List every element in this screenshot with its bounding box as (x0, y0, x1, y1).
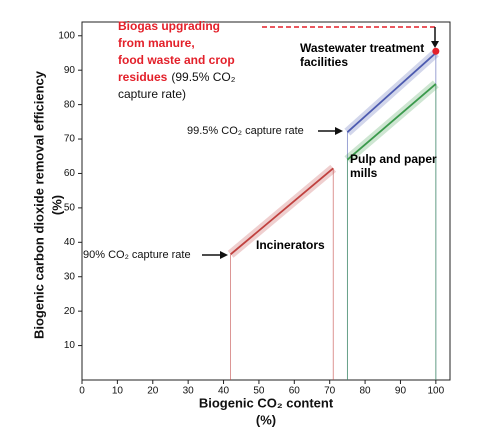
annotation: Biogas upgrading (118, 19, 220, 33)
annotation: capture rate) (118, 87, 186, 101)
annotation: from manure, (118, 36, 195, 50)
y-tick-label: 70 (64, 134, 76, 145)
x-tick-label: 70 (324, 386, 336, 397)
x-tick-label: 30 (183, 386, 195, 397)
annotation: (99.5% CO₂ (171, 70, 235, 84)
x-axis-label: (%) (256, 412, 276, 427)
arrow-head (220, 251, 228, 259)
y-tick-label: 80 (64, 99, 76, 110)
point (432, 47, 440, 55)
arrow-head (431, 41, 439, 48)
y-tick-label: 40 (64, 237, 76, 248)
series-label: Incinerators (256, 238, 325, 252)
y-tick-label: 60 (64, 168, 76, 179)
series-line (230, 167, 334, 256)
series-label: Wastewater treatment facilities (300, 41, 425, 69)
series-line (346, 52, 437, 133)
x-tick-label: 90 (395, 386, 407, 397)
annotation: residues (118, 70, 168, 84)
x-tick-label: 40 (218, 386, 230, 397)
y-tick-label: 20 (64, 306, 76, 317)
x-tick-label: 80 (360, 386, 372, 397)
x-tick-label: 20 (147, 386, 159, 397)
y-axis-label: (%) (49, 195, 64, 215)
x-tick-label: 10 (112, 386, 124, 397)
annotation-line: residues (99.5% CO₂ (118, 70, 236, 84)
x-tick-label: 100 (428, 386, 445, 397)
biogas-annotation: Biogas upgrading from manure, food waste… (118, 19, 236, 101)
annotation: 90% CO₂ capture rate (83, 249, 191, 261)
x-tick-label: 50 (253, 386, 265, 397)
x-tick-label: 0 (79, 386, 85, 397)
annotation: food waste and crop (118, 53, 235, 67)
arrow-head (335, 127, 343, 135)
y-tick-label: 100 (58, 30, 75, 41)
y-tick-label: 30 (64, 271, 76, 282)
y-tick-label: 10 (64, 340, 76, 351)
y-axis-label: Biogenic carbon dioxide removal efficien… (31, 70, 46, 339)
series-label: Pulp and paper mills (350, 152, 437, 180)
series-line (346, 83, 437, 161)
annotation: 99.5% CO₂ capture rate (187, 125, 304, 137)
plot-frame (81, 21, 451, 381)
y-tick-label: 90 (64, 65, 76, 76)
x-axis-label: Biogenic CO₂ content (199, 395, 334, 410)
y-tick-label: 50 (64, 203, 76, 214)
x-tick-label: 60 (289, 386, 301, 397)
